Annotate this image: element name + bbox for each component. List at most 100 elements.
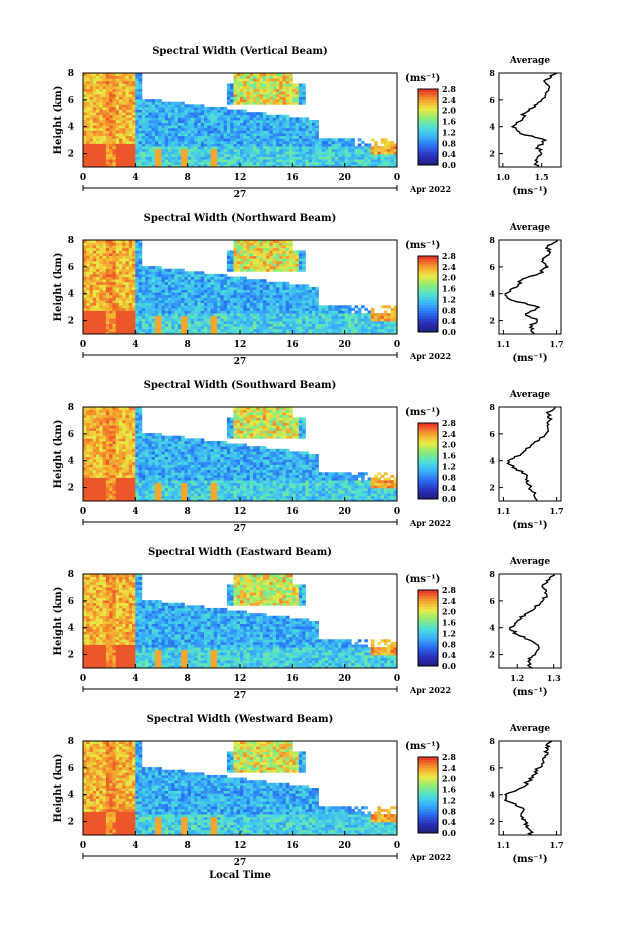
avg-line [510, 72, 558, 168]
x-tick-label: 4 [132, 173, 138, 183]
avg-title: Average [509, 557, 550, 567]
avg-y-tick-label: 6 [489, 262, 495, 272]
y-tick-label: 4 [68, 290, 74, 300]
x-tick-label: 4 [132, 507, 138, 517]
avg-frame [498, 406, 562, 502]
avg-x-tick-label: 1.7 [550, 506, 564, 516]
avg-frame [498, 573, 562, 669]
colorbar-tick-label: 2.4 [442, 763, 456, 773]
x-tick-label: 4 [132, 841, 138, 851]
x-tick-label: 0 [80, 173, 86, 183]
colorbar-tick-label: 0.8 [442, 305, 456, 315]
panel-3: Spectral Width (Southward Beam)0 4 8 12 16 20… [53, 380, 564, 534]
colorbar [417, 756, 439, 834]
y-tick-label: 6 [68, 96, 74, 106]
avg-x-tick-label: 1.2 [510, 673, 524, 683]
colorbar-unit: (ms⁻¹) [405, 407, 440, 418]
avg-x-tick-label: 1.3 [547, 673, 561, 683]
x-tick-label: 8 [185, 173, 191, 183]
x-tick-label: 16 [286, 173, 299, 183]
colorbar-tick-label: 1.6 [442, 618, 456, 628]
x-tick-label: 16 [286, 507, 299, 517]
colorbar-tick-label: 2.8 [442, 84, 456, 94]
y-tick-label: 2 [68, 484, 74, 494]
colorbar [417, 255, 439, 333]
y-tick-label: 4 [68, 791, 74, 801]
heatmap [83, 407, 398, 502]
x-tick-label: 0 [394, 674, 400, 684]
colorbar-unit: (ms⁻¹) [405, 574, 440, 585]
date-label: Apr 2022 [409, 685, 451, 695]
avg-line [504, 239, 558, 335]
x-tick-label: 8 [185, 340, 191, 350]
avg-x-label: (ms⁻¹) [512, 186, 547, 197]
y-tick-label: 6 [68, 764, 74, 774]
x-tick-label: 20 [338, 841, 351, 851]
y-axis-label: Height (km) [53, 420, 64, 489]
y-axis-label: Height (km) [53, 253, 64, 322]
x-axis-label: Local Time [209, 870, 271, 881]
colorbar-tick-label: 2.4 [442, 262, 456, 272]
x-tick-label: 20 [338, 674, 351, 684]
avg-y-tick-label: 8 [489, 235, 495, 245]
avg-x-label: (ms⁻¹) [512, 353, 547, 364]
y-tick-label: 6 [68, 597, 74, 607]
colorbar-tick-label: 2.0 [442, 273, 456, 283]
x-tick-label: 20 [338, 340, 351, 350]
colorbar-tick-label: 2.0 [442, 774, 456, 784]
y-tick-label: 2 [68, 317, 74, 327]
date-label: Apr 2022 [409, 518, 451, 528]
y-tick-label: 4 [68, 123, 74, 133]
avg-x-label: (ms⁻¹) [512, 687, 547, 698]
colorbar-tick-label: 1.6 [442, 451, 456, 461]
avg-frame [498, 740, 562, 836]
avg-y-tick-label: 6 [489, 763, 495, 773]
colorbar-tick-label: 0.8 [442, 472, 456, 482]
panel-2: Spectral Width (Northward Beam)0 4 8 12 16 20… [53, 213, 564, 367]
colorbar-tick-label: 1.2 [442, 628, 456, 638]
y-tick-label: 4 [68, 624, 74, 634]
avg-x-tick-label: 1.1 [496, 506, 510, 516]
heatmap [83, 741, 398, 836]
colorbar [417, 88, 439, 166]
x-tick-label: 12 [234, 507, 247, 517]
panel-title: Spectral Width (Vertical Beam) [152, 46, 328, 57]
panel-title: Spectral Width (Westward Beam) [147, 714, 334, 725]
x-tick-label: 0 [80, 340, 86, 350]
x-tick-label: 0 [394, 340, 400, 350]
x-tick-label: 12 [234, 340, 247, 350]
avg-title: Average [509, 223, 550, 233]
colorbar-tick-label: 1.2 [442, 461, 456, 471]
avg-x-tick-label: 1.0 [496, 172, 510, 182]
date-label: Apr 2022 [409, 351, 451, 361]
avg-y-tick-label: 2 [489, 483, 495, 493]
x-tick-label: 8 [185, 841, 191, 851]
heatmap [83, 240, 398, 335]
x-tick-label: 0 [394, 173, 400, 183]
x-tick-label: 0 [394, 507, 400, 517]
y-tick-label: 8 [68, 236, 74, 246]
x-tick-label: 4 [132, 674, 138, 684]
day-label: 27 [234, 357, 247, 367]
panel-5: Spectral Width (Westward Beam)0 4 8 12 16 20 0… [53, 714, 564, 868]
y-tick-label: 8 [68, 737, 74, 747]
colorbar-tick-label: 0.4 [442, 316, 456, 326]
avg-y-tick-label: 8 [489, 569, 495, 579]
date-label: Apr 2022 [409, 852, 451, 862]
avg-y-tick-label: 6 [489, 596, 495, 606]
panel-title: Spectral Width (Eastward Beam) [148, 547, 332, 558]
panel-title: Spectral Width (Northward Beam) [144, 213, 337, 224]
day-label: 27 [234, 691, 247, 701]
x-tick-label: 16 [286, 674, 299, 684]
colorbar-tick-label: 0.4 [442, 149, 456, 159]
day-label: 27 [234, 190, 247, 200]
y-axis-label: Height (km) [53, 587, 64, 656]
panel-1: Spectral Width (Vertical Beam)0 4 8 12 16 20 0… [53, 46, 562, 200]
x-tick-label: 0 [394, 841, 400, 851]
colorbar-tick-label: 0.8 [442, 138, 456, 148]
avg-y-tick-label: 4 [489, 790, 495, 800]
avg-y-tick-label: 6 [489, 429, 495, 439]
y-tick-label: 8 [68, 403, 74, 413]
x-tick-label: 0 [80, 841, 86, 851]
